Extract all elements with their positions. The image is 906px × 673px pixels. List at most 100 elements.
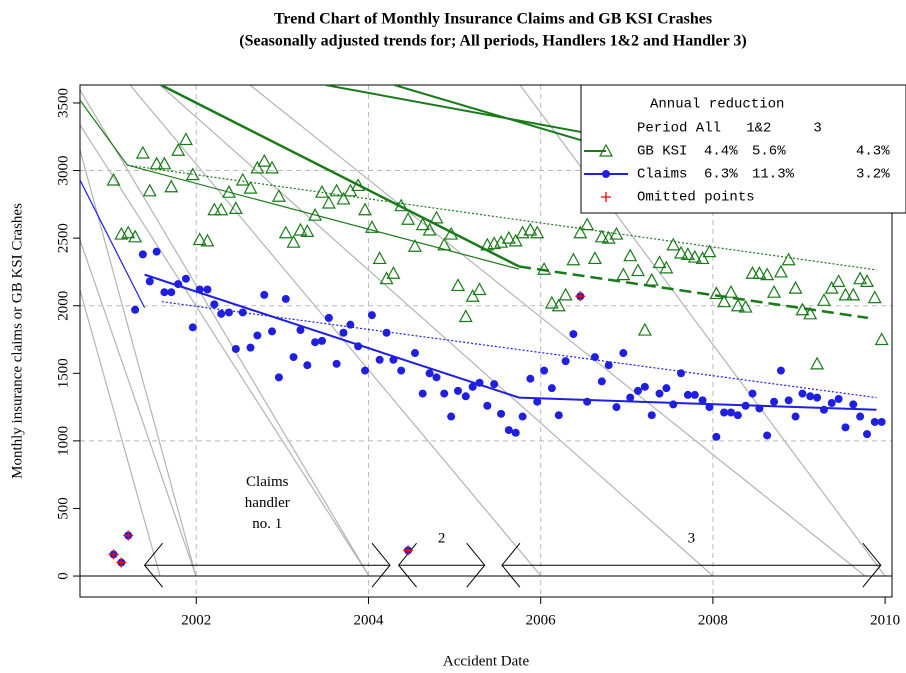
- x-axis-label: Accident Date: [443, 653, 530, 669]
- circle-point: [763, 431, 772, 440]
- circle-point: [590, 353, 599, 362]
- trend-line: [161, 85, 520, 268]
- handler-arrow: [143, 542, 391, 588]
- legend-value: 6.3%: [704, 167, 738, 183]
- ref-line: [249, 84, 866, 577]
- circle-point: [511, 428, 520, 437]
- triangle-point: [508, 233, 523, 247]
- triangle-point: [609, 226, 624, 240]
- triangle-point: [752, 266, 767, 279]
- triangle-point: [580, 217, 595, 231]
- circle-point: [311, 338, 320, 347]
- circle-point: [332, 359, 341, 368]
- circle-point: [791, 412, 800, 421]
- circle-point: [289, 353, 298, 362]
- triangle-point: [278, 225, 293, 239]
- circle-point: [174, 280, 183, 289]
- triangle-point: [824, 280, 839, 294]
- circle-point: [217, 309, 226, 318]
- handler-label: 2: [438, 531, 446, 547]
- circle-point: [748, 389, 757, 398]
- circle-point: [561, 357, 570, 366]
- triangle-point: [594, 229, 609, 243]
- y-tick-label: 3000: [55, 156, 71, 186]
- triangle-point: [501, 230, 516, 244]
- triangle-point: [773, 264, 788, 278]
- circle-point: [647, 411, 656, 420]
- triangle-point: [566, 252, 581, 266]
- circle-point: [296, 326, 305, 335]
- chart-subtitle: (Seasonally adjusted trends for; All per…: [239, 33, 746, 50]
- triangle-point: [623, 248, 638, 262]
- plus-point: [575, 291, 586, 302]
- triangle-point: [228, 201, 243, 215]
- triangle-point: [810, 356, 825, 370]
- circle-point: [827, 399, 836, 408]
- circle-point: [224, 308, 233, 317]
- triangle-point: [745, 266, 760, 279]
- trend-line: [394, 85, 593, 145]
- triangle-point: [128, 229, 143, 243]
- circle-point: [346, 320, 355, 329]
- ref-line: [79, 124, 370, 577]
- triangle-point: [616, 267, 631, 281]
- circle-point: [188, 323, 197, 332]
- triangle-point: [530, 225, 545, 239]
- circle-point: [856, 412, 865, 421]
- legend-title: Annual reduction: [650, 97, 784, 113]
- legend-header: Period All 1&2 3: [637, 121, 822, 137]
- circle-point: [698, 396, 707, 405]
- circle-point: [683, 390, 692, 399]
- circle-point: [583, 397, 592, 406]
- circle-point: [490, 380, 499, 389]
- triangle-point: [537, 261, 552, 275]
- triangle-point: [221, 184, 236, 198]
- circle-point: [569, 330, 578, 339]
- legend-box: [580, 84, 906, 214]
- arrow-head: [862, 542, 882, 588]
- triangle-point: [207, 202, 222, 216]
- triangle-point: [372, 251, 387, 265]
- circle-point: [354, 342, 363, 351]
- triangle-point: [637, 322, 652, 336]
- circle-point: [612, 403, 621, 412]
- circle-point: [361, 366, 370, 375]
- circle-point: [776, 366, 785, 375]
- plus-point: [108, 549, 119, 560]
- circle-point: [454, 386, 463, 395]
- triangle-point: [243, 180, 258, 194]
- triangle-point: [860, 274, 875, 287]
- triangle-point: [795, 302, 810, 316]
- circle-point: [677, 369, 686, 378]
- circle-point: [138, 250, 147, 259]
- trend-line: [518, 265, 869, 320]
- triangle-point: [336, 191, 351, 205]
- circle-point: [712, 432, 721, 441]
- x-tick-label: 2010: [870, 612, 900, 628]
- triangle-point: [157, 156, 172, 170]
- triangle-point: [142, 183, 157, 197]
- triangle-point: [551, 298, 566, 312]
- triangle-point: [257, 153, 272, 167]
- triangle-point: [178, 132, 193, 146]
- x-tick-label: 2002: [181, 612, 211, 628]
- triangle-point: [652, 255, 667, 269]
- circle-point: [720, 408, 729, 417]
- circle-point: [389, 355, 398, 364]
- arrow-head: [501, 542, 521, 588]
- circle-point: [784, 396, 793, 405]
- circle-point: [849, 400, 858, 409]
- triangle-point: [803, 306, 818, 320]
- legend-value: 4.3%: [856, 144, 890, 160]
- triangle-point: [730, 298, 745, 312]
- triangle-point: [558, 287, 573, 301]
- legend: Annual reduction Period All 1&2 3 GB KSI 4.…: [580, 84, 906, 214]
- triangle-point: [394, 198, 409, 212]
- y-tick-label: 0: [55, 572, 71, 580]
- triangle-point: [407, 238, 422, 252]
- circle-point: [367, 311, 376, 320]
- triangle-point: [767, 284, 782, 298]
- circle-point: [633, 386, 642, 395]
- triangle-point: [300, 224, 315, 237]
- triangle-point: [788, 280, 803, 294]
